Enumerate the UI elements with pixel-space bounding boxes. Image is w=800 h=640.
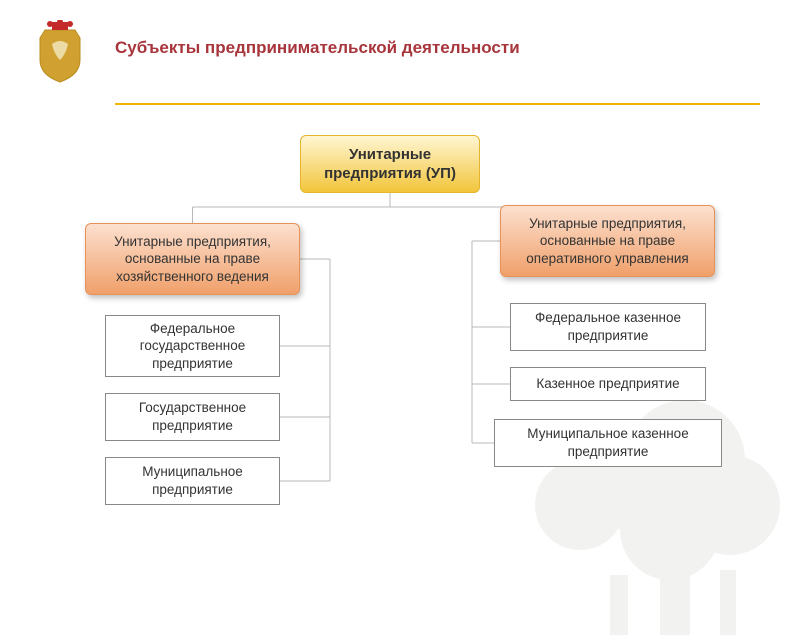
leaf-node-0-0: Федеральное государственное предприятие [105, 315, 280, 377]
diagram-canvas: Унитарныепредприятия (УП)Унитарные предп… [0, 105, 800, 615]
crest-icon [30, 20, 90, 85]
watermark-tree-icon [510, 375, 790, 635]
leaf-node-0-1: Государственное предприятие [105, 393, 280, 441]
category-node-1: Унитарные предприятия, основанные на пра… [500, 205, 715, 277]
header: Субъекты предпринимательской деятельност… [0, 0, 800, 95]
leaf-node-1-2: Муниципальное казенное предприятие [494, 419, 722, 467]
root-node: Унитарныепредприятия (УП) [300, 135, 480, 193]
leaf-node-0-2: Муниципальное предприятие [105, 457, 280, 505]
page-title: Субъекты предпринимательской деятельност… [115, 20, 520, 58]
leaf-node-1-1: Казенное предприятие [510, 367, 706, 401]
leaf-node-1-0: Федеральное казенное предприятие [510, 303, 706, 351]
category-node-0: Унитарные предприятия, основанные на пра… [85, 223, 300, 295]
